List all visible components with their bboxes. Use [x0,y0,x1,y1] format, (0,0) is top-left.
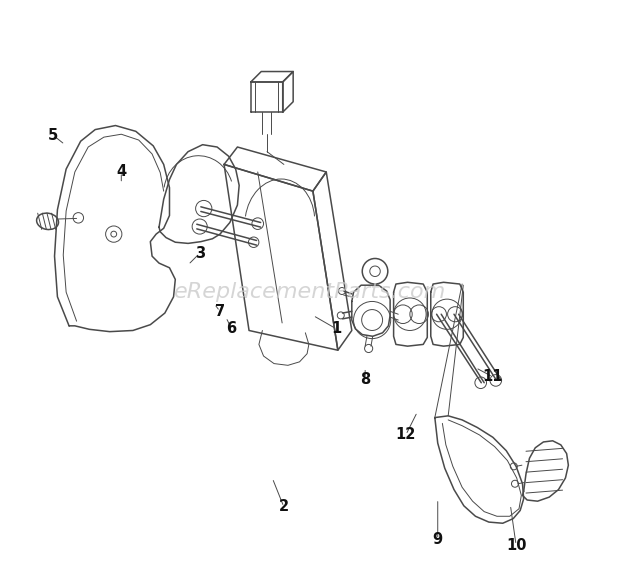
Text: 5: 5 [48,128,58,143]
Text: 6: 6 [226,321,237,336]
Text: 12: 12 [396,428,416,442]
Text: 7: 7 [215,304,225,319]
Text: 3: 3 [195,246,205,261]
Text: 10: 10 [506,538,526,553]
Text: eReplacementParts.com: eReplacementParts.com [174,282,446,302]
Text: 11: 11 [482,370,503,385]
Text: 2: 2 [279,499,289,514]
Text: 8: 8 [360,372,370,387]
Text: 9: 9 [433,532,443,547]
Text: 1: 1 [331,321,341,336]
Text: 4: 4 [116,165,126,179]
